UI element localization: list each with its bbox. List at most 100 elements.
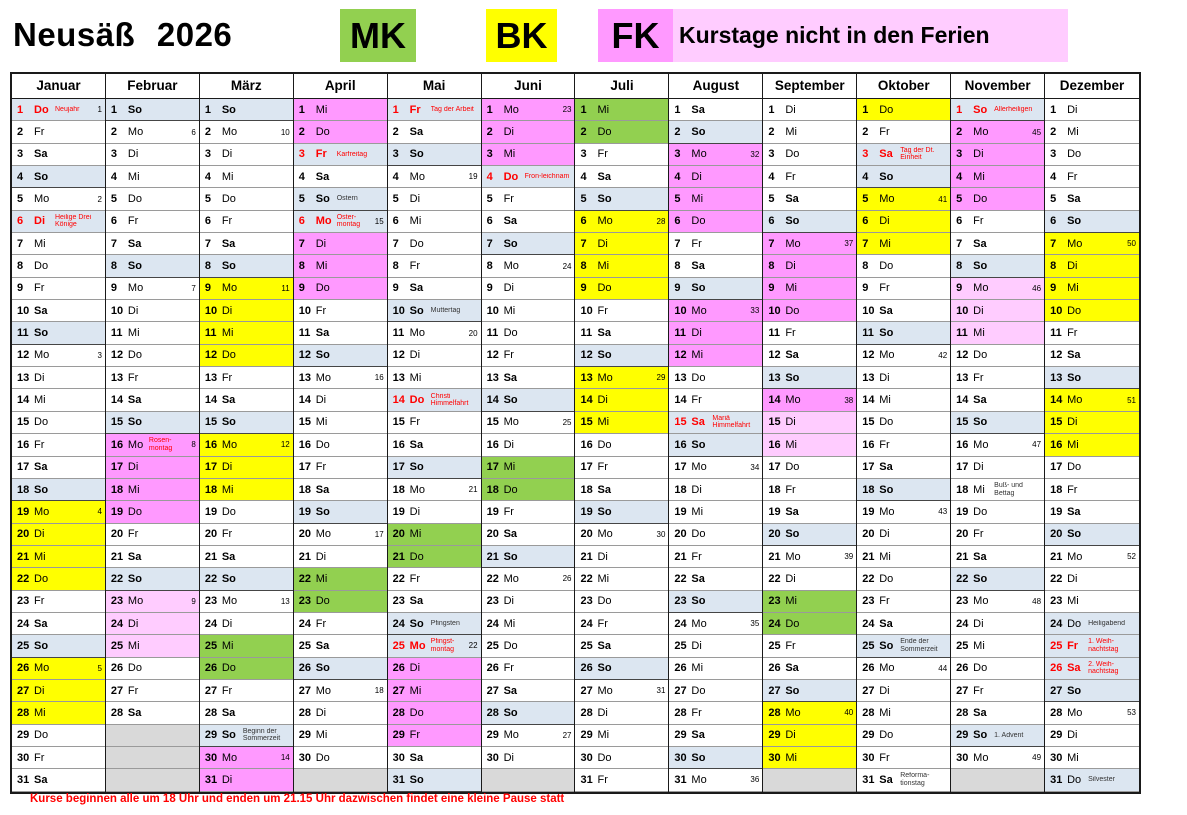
week-number: 39 — [844, 552, 854, 562]
month-column: August 1 Sa 2 So 3 Mo 32 4 Di 5 Mi 6 Do 7 Fr 8 Sa 9 So 10 Mo 3… — [669, 74, 764, 792]
weekday-label: So — [691, 595, 706, 608]
day-cell: 14 Sa — [105, 389, 199, 412]
holiday-note: Muttertag — [430, 307, 461, 315]
day-number: 11 — [204, 327, 217, 340]
day-cell: 1 So Allerheiligen — [951, 99, 1045, 122]
month-column: Oktober 1 Do 2 Fr 3 Sa Tag der Dt. Einheit 4 So 5 M… — [857, 74, 952, 792]
day-number: 2 — [956, 126, 963, 139]
week-number: 16 — [374, 373, 384, 383]
day-number: 29 — [956, 729, 969, 742]
weekday-label: Mo — [503, 260, 519, 273]
day-cell: 11 Mi — [199, 322, 293, 345]
day-number: 12 — [486, 349, 499, 362]
day-number: 26 — [1050, 662, 1063, 675]
weekday-label: Do — [221, 505, 236, 518]
day-cell: 29 Di — [1045, 724, 1139, 747]
day-cell: 12 Di — [387, 344, 481, 368]
day-number: 20 — [1050, 528, 1063, 541]
day-cell: 18 Sa — [293, 478, 387, 502]
day-cell: 17 So — [387, 456, 481, 479]
day-cell: 24 Fr — [575, 612, 669, 636]
day-cell: 22 So — [951, 568, 1045, 591]
weekday-label: Sa — [409, 595, 424, 608]
day-number: 28 — [580, 706, 593, 719]
weekday-label: Mo — [503, 572, 519, 585]
weekday-label: Do — [221, 193, 236, 206]
day-cell: 17 Di — [105, 456, 199, 479]
weekday-label: So — [34, 327, 49, 340]
week-number: 12 — [280, 440, 290, 450]
day-cell: 1 Do Neujahr 1 — [12, 99, 105, 122]
day-cell: 15 Mi — [293, 411, 387, 435]
weekday-label: Sa — [597, 170, 611, 183]
day-number: 1 — [392, 103, 399, 116]
day-number: 21 — [956, 550, 969, 563]
weekday-label: Do — [503, 327, 518, 340]
weekday-label: Do — [973, 193, 988, 206]
day-cell: 23 So — [669, 590, 763, 613]
day-cell: 1 Di — [1045, 99, 1139, 122]
day-cell: 17 Sa — [12, 456, 105, 479]
day-number: 5 — [580, 193, 587, 206]
day-cell: 23 Mo 13 — [199, 590, 293, 613]
weekday-label: Fr — [879, 438, 890, 451]
weekday-label: Mo — [879, 662, 895, 675]
day-cell: 13 Mo 29 — [575, 367, 669, 390]
day-number: 15 — [392, 416, 405, 429]
holiday-note: Reforma-tionstag — [900, 772, 930, 787]
weekday-label: Mo — [973, 282, 989, 295]
day-number: 28 — [204, 706, 218, 719]
day-cell: 19 So — [293, 501, 387, 524]
weekday-label: So — [503, 237, 518, 250]
day-cell: 29 Mi — [575, 724, 669, 747]
day-cell: 27 So — [1045, 679, 1139, 703]
weekday-label: Fr — [973, 528, 984, 541]
month-column: März 1 So 2 Mo 10 3 Di 4 Mi 5 Do 6 Fr 7 Sa 8 So 9 Mo 11 10 Di 1… — [199, 74, 294, 792]
day-number: 2 — [204, 126, 211, 139]
weekday-label: Di — [34, 371, 45, 384]
week-number: 46 — [1032, 283, 1042, 293]
day-number: 7 — [392, 237, 399, 250]
day-cell: 7 Mi — [12, 233, 105, 256]
day-cell: 12 Do — [105, 344, 199, 368]
day-number: 28 — [768, 706, 781, 719]
weekday-label: Mi — [409, 528, 422, 541]
day-number: 17 — [674, 461, 687, 474]
day-cell: 13 Fr — [105, 367, 199, 390]
day-cell: 23 Mi — [763, 590, 857, 613]
day-number: 24 — [1050, 617, 1063, 630]
day-number: 15 — [110, 416, 124, 429]
day-cell: 26 Di — [387, 657, 481, 680]
weekday-label: Mi — [597, 416, 610, 429]
day-number: 4 — [392, 170, 399, 183]
day-number: 16 — [674, 438, 687, 451]
day-number: 17 — [17, 461, 30, 474]
weekday-label: Di — [691, 170, 702, 183]
weekday-label: So — [785, 684, 800, 697]
day-number: 24 — [486, 617, 499, 630]
day-number: 11 — [768, 327, 780, 340]
weekday-label: Mi — [127, 327, 140, 340]
day-number: 20 — [110, 528, 124, 541]
day-number: 31 — [674, 773, 687, 786]
weekday-label: Mi — [1067, 595, 1079, 608]
day-cell: 5 Do — [199, 188, 293, 211]
weekday-label: So — [691, 126, 706, 139]
day-cell: 26 Do — [199, 657, 293, 680]
month-header: Oktober — [857, 74, 951, 99]
weekday-label: So — [34, 639, 49, 652]
weekday-label: Fr — [879, 126, 890, 139]
day-number: 4 — [486, 170, 493, 183]
weekday-label: Sa — [785, 349, 799, 362]
day-number: 16 — [110, 438, 124, 451]
day-number: 14 — [298, 394, 311, 407]
day-cell: 4 Mi — [951, 166, 1045, 189]
weekday-label: So — [879, 327, 894, 340]
day-number: 22 — [17, 572, 30, 585]
day-cell: 28 Fr — [669, 702, 763, 725]
day-cell: 24 Di — [199, 612, 293, 636]
day-number: 5 — [674, 193, 681, 206]
weekday-label: Mo — [34, 193, 50, 206]
weekday-label: Mi — [409, 684, 422, 697]
day-number: 6 — [580, 215, 587, 228]
